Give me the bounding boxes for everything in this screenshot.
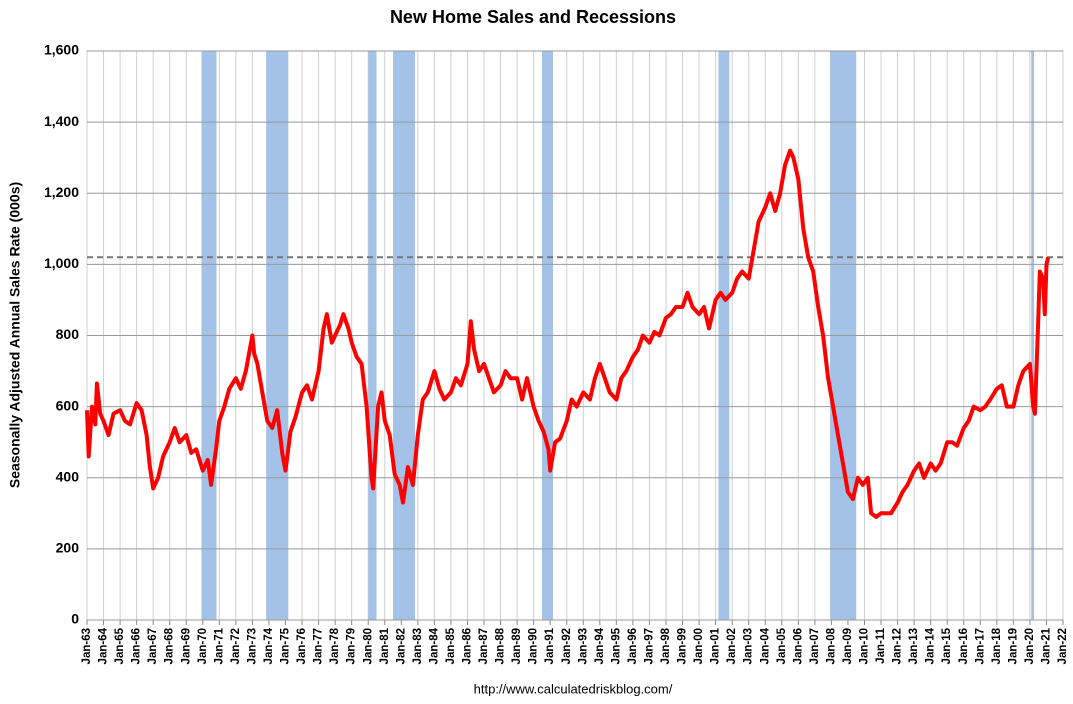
y-tick-label: 1,000 bbox=[44, 255, 79, 271]
y-tick-label: 1,600 bbox=[44, 42, 79, 58]
x-tick-label: Jan-82 bbox=[395, 628, 407, 664]
x-tick-label: Jan-81 bbox=[379, 627, 391, 664]
x-tick-label: Jan-04 bbox=[759, 627, 771, 664]
x-tick-label: Jan-73 bbox=[246, 628, 258, 664]
x-tick-label: Jan-89 bbox=[511, 628, 523, 664]
x-tick-label: Jan-77 bbox=[313, 628, 325, 664]
x-tick-label: Jan-18 bbox=[991, 627, 1003, 664]
x-tick-label: Jan-87 bbox=[478, 628, 490, 664]
x-tick-label: Jan-02 bbox=[726, 628, 738, 664]
x-tick-label: Jan-14 bbox=[925, 627, 937, 664]
y-tick-label: 1,400 bbox=[44, 113, 79, 129]
x-tick-label: Jan-94 bbox=[594, 627, 606, 664]
x-tick-label: Jan-96 bbox=[627, 628, 639, 664]
source: http://www.calculatedriskblog.com/ bbox=[474, 681, 673, 696]
x-tick-label: Jan-21 bbox=[1040, 627, 1052, 664]
x-tick-label: Jan-78 bbox=[329, 627, 341, 664]
x-tick-label: Jan-01 bbox=[710, 627, 722, 664]
x-tick-label: Jan-83 bbox=[412, 628, 424, 664]
x-tick-label: Jan-70 bbox=[197, 628, 209, 664]
x-tick-label: Jan-98 bbox=[660, 627, 672, 664]
x-tick-label: Jan-03 bbox=[743, 628, 755, 664]
x-tick-label: Jan-63 bbox=[81, 628, 93, 664]
x-tick-label: Jan-97 bbox=[643, 628, 655, 664]
x-tick-label: Jan-13 bbox=[908, 628, 920, 664]
x-tick-label: Jan-15 bbox=[941, 627, 953, 664]
x-tick-label: Jan-95 bbox=[610, 627, 622, 664]
x-tick-label: Jan-68 bbox=[164, 627, 176, 664]
x-tick-label: Jan-93 bbox=[577, 628, 589, 664]
x-tick-label: Jan-22 bbox=[1057, 628, 1069, 664]
y-tick-label: 600 bbox=[56, 397, 80, 413]
x-tick-label: Jan-08 bbox=[825, 627, 837, 664]
x-tick-label: Jan-91 bbox=[544, 627, 556, 664]
x-tick-label: Jan-10 bbox=[859, 628, 871, 664]
chart-title: New Home Sales and Recessions bbox=[390, 7, 676, 27]
x-tick-label: Jan-85 bbox=[445, 627, 457, 664]
y-tick-label: 200 bbox=[56, 540, 80, 556]
x-tick-label: Jan-90 bbox=[528, 628, 540, 664]
x-tick-label: Jan-71 bbox=[213, 627, 225, 664]
data-line bbox=[85, 148, 1051, 519]
x-tick-label: Jan-67 bbox=[147, 628, 159, 664]
x-tick-label: Jan-74 bbox=[263, 627, 275, 664]
y-tick-label: 800 bbox=[56, 326, 80, 342]
x-tick-label: Jan-17 bbox=[974, 628, 986, 664]
x-tick-label: Jan-76 bbox=[296, 628, 308, 664]
x-tick-label: Jan-69 bbox=[180, 628, 192, 664]
x-tick-label: Jan-05 bbox=[776, 627, 788, 664]
x-tick-label: Jan-86 bbox=[462, 628, 474, 664]
x-tick-label: Jan-72 bbox=[230, 628, 242, 664]
x-tick-label: Jan-80 bbox=[362, 628, 374, 664]
x-tick-label: Jan-06 bbox=[792, 628, 804, 664]
x-tick-label: Jan-07 bbox=[809, 628, 821, 664]
x-tick-label: Jan-84 bbox=[428, 627, 440, 664]
x-tick-label: Jan-09 bbox=[842, 628, 854, 664]
x-tick-label: Jan-64 bbox=[98, 627, 110, 664]
y-tick-label: 1,200 bbox=[44, 184, 79, 200]
x-tick-label: Jan-92 bbox=[561, 628, 573, 664]
x-tick-label: Jan-88 bbox=[495, 627, 507, 664]
x-tick-label: Jan-20 bbox=[1024, 628, 1036, 664]
x-tick-label: Jan-66 bbox=[131, 628, 143, 664]
x-tick-label: Jan-00 bbox=[693, 628, 705, 664]
x-tick-label: Jan-79 bbox=[346, 628, 358, 664]
x-tick-label: Jan-16 bbox=[958, 628, 970, 664]
x-tick-label: Jan-19 bbox=[1007, 628, 1019, 664]
y-tick-label: 0 bbox=[71, 611, 79, 627]
x-tick-label: Jan-65 bbox=[114, 627, 126, 664]
x-tick-label: Jan-12 bbox=[892, 628, 904, 664]
y-tick-label: 400 bbox=[56, 468, 80, 484]
x-tick-label: Jan-75 bbox=[280, 627, 292, 664]
x-tick-label: Jan-11 bbox=[875, 627, 887, 663]
y-axis-label: Seasonally Adjusted Annual Sales Rate (0… bbox=[7, 182, 23, 488]
x-tick-label: Jan-99 bbox=[677, 628, 689, 664]
